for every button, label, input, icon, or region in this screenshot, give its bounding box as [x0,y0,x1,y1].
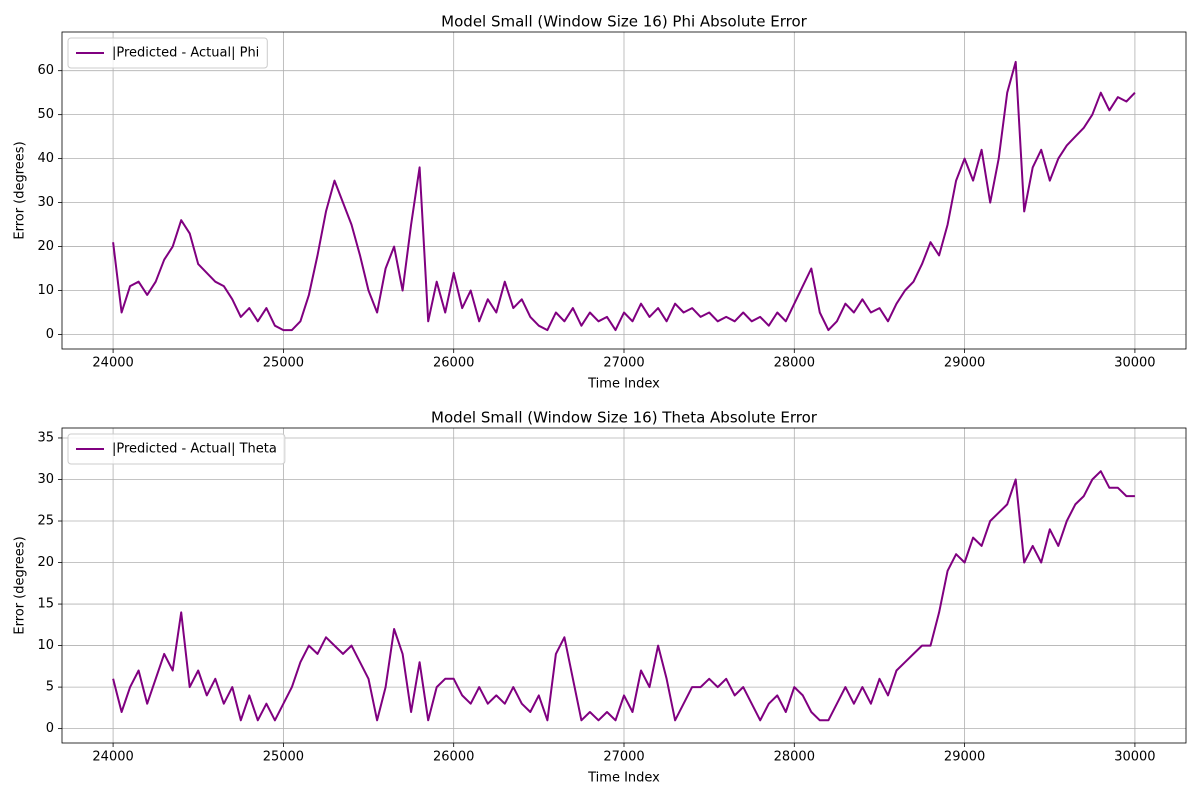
y-tick-label: 0 [46,327,54,342]
y-tick-label: 30 [37,472,54,487]
data-line [112,470,1135,722]
legend-box [67,433,286,465]
x-axis-label: Time Index [587,771,660,786]
y-tick-label: 50 [37,107,54,122]
x-tick-label: 24000 [92,356,133,371]
y-tick-label: 30 [37,195,54,210]
y-tick-label: 5 [46,680,54,695]
x-tick-label: 29000 [944,356,985,371]
y-tick-label: 15 [37,597,54,612]
x-tick-label: 27000 [603,750,644,765]
x-tick-label: 26000 [433,750,474,765]
y-tick-label: 10 [37,638,54,653]
x-tick-label: 27000 [603,356,644,371]
plot-frame [61,427,1187,744]
y-tick-label: 20 [37,239,54,254]
y-tick-label: 0 [46,721,54,736]
plot-frame [61,31,1187,350]
data-line [112,60,1136,332]
x-tick-label: 30000 [1114,750,1155,765]
y-tick-label: 10 [37,283,54,298]
y-tick-label: 40 [37,151,54,166]
legend-label: |Predicted - Actual| Theta [112,442,277,457]
legend-label: |Predicted - Actual| Phi [112,46,259,61]
x-tick-label: 25000 [263,356,304,371]
y-axis-label: Error (degrees) [13,536,28,634]
x-tick-label: 28000 [774,356,815,371]
x-tick-label: 26000 [433,356,474,371]
x-tick-label: 24000 [92,750,133,765]
y-tick-label: 20 [37,555,54,570]
x-tick-label: 25000 [263,750,304,765]
x-axis-label: Time Index [587,377,660,392]
x-tick-label: 29000 [944,750,985,765]
y-tick-label: 60 [37,63,54,78]
y-tick-label: 35 [37,430,54,445]
legend-box [67,37,268,69]
x-tick-label: 28000 [774,750,815,765]
x-tick-label: 30000 [1114,356,1155,371]
chart-title: Model Small (Window Size 16) Phi Absolut… [441,13,807,31]
y-tick-label: 25 [37,514,54,529]
chart-title: Model Small (Window Size 16) Theta Absol… [431,409,818,427]
y-axis-label: Error (degrees) [13,141,28,239]
